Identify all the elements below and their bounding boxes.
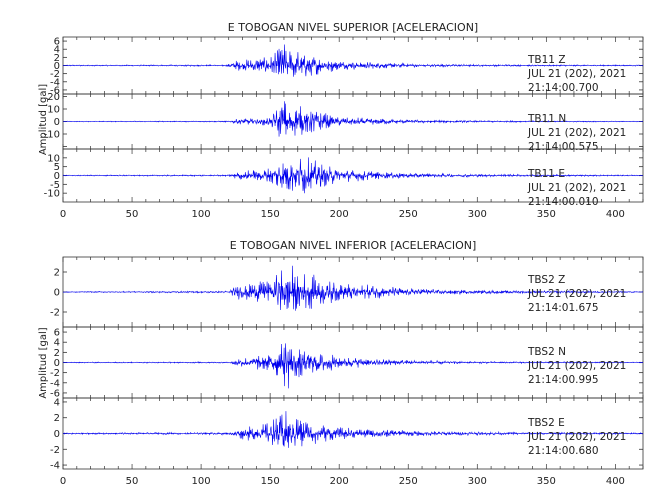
x-tick-label: 350	[537, 209, 556, 220]
x-tick-label: 0	[60, 476, 66, 487]
y-tick-label: 2	[54, 268, 60, 279]
waveform-trace-n	[62, 101, 644, 137]
trace-info-line: 21:14:00.700	[528, 82, 599, 94]
panel-e: -4 -2 0 2 4 TBS2 E JUL 21 (202), 2021 21:14:00.…	[50, 397, 644, 472]
waveform-trace-z	[62, 265, 644, 311]
y-tick-label: 6	[54, 328, 60, 339]
trace-info-line: 21:14:00.010	[528, 196, 599, 208]
y-tick-label: -4	[50, 378, 60, 389]
y-tick-label: 2	[54, 413, 60, 424]
y-tick-label: -10	[44, 130, 60, 141]
trace-info-line: TB11 E	[527, 168, 565, 180]
y-tick-label: -2	[50, 368, 60, 379]
y-tick-label: -2	[50, 69, 60, 80]
y-tick-label: 4	[54, 338, 60, 349]
y-tick-label: 4	[54, 397, 60, 408]
y-tick-label: 2	[54, 53, 60, 64]
trace-info-line: 21:14:00.995	[528, 374, 599, 386]
y-tick-label: 0	[54, 171, 60, 182]
chart-group-2: E TOBOGAN NIVEL INFERIOR [ACELERACION] Am…	[38, 239, 644, 487]
x-tick-label: 350	[537, 476, 556, 487]
y-tick-label: -6	[50, 85, 60, 96]
y-tick-label: 4	[54, 45, 60, 56]
x-tick-label: 400	[606, 476, 625, 487]
waveform-trace-n	[62, 343, 644, 389]
x-tick-label: 100	[192, 209, 211, 220]
y-tick-label: 0	[54, 117, 60, 128]
y-axis-label: Amplitud [gal]	[38, 84, 49, 155]
waveform-trace-e	[62, 411, 644, 448]
chart-title: E TOBOGAN NIVEL INFERIOR [ACELERACION]	[230, 239, 477, 252]
trace-info-line: TB11 Z	[527, 54, 566, 66]
x-tick-label: 150	[261, 209, 280, 220]
x-tick-label: 300	[468, 209, 487, 220]
x-tick-label: 150	[261, 476, 280, 487]
trace-info-line: 21:14:00.680	[528, 445, 599, 457]
x-tick-label: 50	[126, 209, 139, 220]
chart-group-1: E TOBOGAN NIVEL SUPERIOR [ACELERACION] Am…	[38, 21, 644, 220]
x-tick-label: 400	[606, 209, 625, 220]
y-tick-label: 2	[54, 348, 60, 359]
x-tick-label: 200	[330, 209, 349, 220]
y-tick-label: -10	[44, 189, 60, 200]
trace-info-line: TBS2 Z	[527, 274, 565, 286]
trace-info-line: JUL 21 (202), 2021	[527, 431, 626, 443]
y-tick-label: -4	[50, 461, 60, 472]
y-tick-label: 6	[54, 37, 60, 48]
y-tick-label: 0	[54, 358, 60, 369]
x-tick-label: 250	[399, 476, 418, 487]
waveform-trace-z	[62, 44, 644, 77]
y-tick-label: 5	[54, 162, 60, 173]
y-tick-label: -5	[50, 180, 60, 191]
chart-title: E TOBOGAN NIVEL SUPERIOR [ACELERACION]	[228, 21, 478, 34]
x-tick-label: 250	[399, 209, 418, 220]
x-tick-label: 300	[468, 476, 487, 487]
y-tick-label: -4	[50, 77, 60, 88]
trace-info-line: JUL 21 (202), 2021	[527, 68, 626, 80]
trace-info-line: TBS2 N	[527, 346, 566, 358]
trace-info-line: JUL 21 (202), 2021	[527, 182, 626, 194]
trace-info-line: 21:14:00.575	[528, 141, 599, 153]
trace-info-line: JUL 21 (202), 2021	[527, 288, 626, 300]
y-tick-label: 0	[54, 288, 60, 299]
trace-info-line: JUL 21 (202), 2021	[527, 360, 626, 372]
y-tick-label: -2	[50, 308, 60, 319]
y-tick-label: -6	[50, 388, 60, 399]
waveform-trace-e	[62, 157, 644, 194]
panel-z: -2 0 2 TBS2 Z JUL 21 (202), 2021 21:14:01.675	[50, 256, 644, 328]
y-tick-label: -2	[50, 445, 60, 456]
trace-info-line: TB11 N	[527, 113, 566, 125]
x-tick-label: 50	[126, 476, 139, 487]
y-tick-label: 0	[54, 61, 60, 72]
y-tick-label: 20	[47, 92, 60, 103]
trace-info-line: TBS2 E	[527, 417, 565, 429]
x-tick-label: 0	[60, 209, 66, 220]
x-tick-label: 100	[192, 476, 211, 487]
trace-info-line: JUL 21 (202), 2021	[527, 127, 626, 139]
x-tick-label: 200	[330, 476, 349, 487]
y-tick-label: 10	[47, 153, 60, 164]
panel-n: -10 010 20 TB11 N JUL 21 (202), 2021 21:14:00…	[44, 92, 644, 153]
y-axis-label: Amplitud [gal]	[38, 327, 49, 398]
trace-info-line: 21:14:01.675	[528, 302, 599, 314]
y-tick-label: 10	[47, 105, 60, 116]
y-tick-label: 0	[54, 429, 60, 440]
